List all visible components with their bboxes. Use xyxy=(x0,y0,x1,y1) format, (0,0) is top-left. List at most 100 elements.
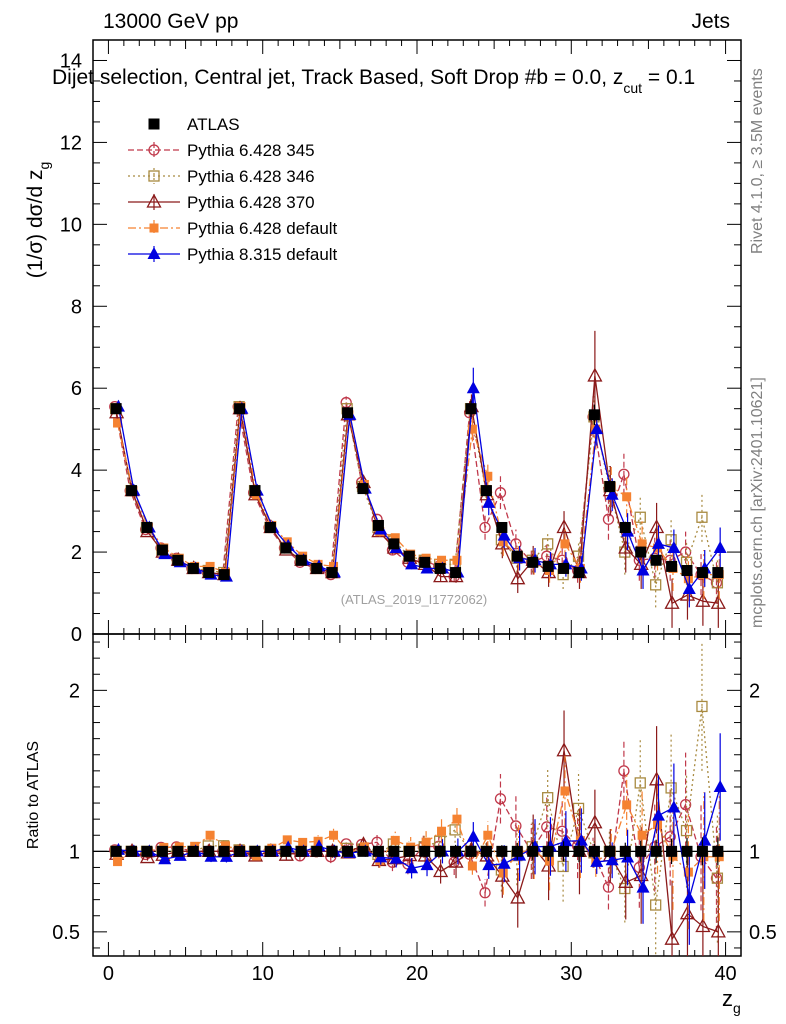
ratio-data-point xyxy=(559,834,573,847)
data-point xyxy=(696,511,708,523)
data-point xyxy=(496,521,508,533)
ratio-data-point xyxy=(113,857,123,867)
y-tick-label: 4 xyxy=(71,460,82,482)
ratio-data-point xyxy=(634,777,646,789)
ratio-plot-frame xyxy=(92,633,742,957)
data-point xyxy=(498,537,508,547)
ratio-data-point xyxy=(558,845,570,857)
data-point xyxy=(622,492,632,502)
data-point xyxy=(482,495,496,508)
ratio-data-point xyxy=(434,845,446,857)
series-ATLAS xyxy=(110,400,724,581)
y-axis-title-sub: g xyxy=(36,162,52,170)
ratio-data-point xyxy=(556,825,568,837)
data-point xyxy=(329,561,339,571)
ratio-data-point xyxy=(158,852,172,865)
data-point xyxy=(156,544,168,556)
ratio-y-tick-label: 0.5 xyxy=(52,922,80,944)
ratio-data-point xyxy=(713,779,727,792)
legend-marker xyxy=(148,118,160,130)
ratio-data-point xyxy=(541,821,553,833)
ratio-data-point xyxy=(560,786,570,796)
ratio-series-line xyxy=(117,788,720,875)
ratio-data-point xyxy=(467,861,477,871)
y-tick-label: 6 xyxy=(71,378,82,400)
ratio-data-point xyxy=(126,845,138,857)
ratio-data-point xyxy=(527,845,539,857)
ratio-data-point xyxy=(482,858,496,871)
data-point xyxy=(218,569,230,581)
series-line xyxy=(115,375,719,605)
ratio-data-point xyxy=(587,814,603,829)
data-point xyxy=(372,519,384,531)
data-point xyxy=(635,546,647,558)
data-point xyxy=(683,574,693,584)
x-axis-title-sub: g xyxy=(733,1000,741,1016)
data-point xyxy=(187,562,199,574)
series-line xyxy=(116,406,720,580)
data-point xyxy=(558,562,570,574)
data-point xyxy=(390,533,400,543)
ratio-data-point xyxy=(511,845,523,857)
ratio-data-point xyxy=(710,923,726,938)
x-axis-title-main: z xyxy=(722,986,733,1011)
data-point xyxy=(573,567,585,579)
data-point xyxy=(110,403,122,415)
data-point xyxy=(713,540,727,553)
ratio-data-point xyxy=(437,826,447,836)
ratio-data-point xyxy=(635,845,647,857)
ratio-series-pydef xyxy=(113,755,724,930)
data-point xyxy=(433,568,449,583)
data-point xyxy=(466,381,480,394)
ratio-data-point xyxy=(695,918,711,933)
data-point xyxy=(452,555,462,565)
ratio-data-point xyxy=(203,845,215,857)
legend-marker xyxy=(147,247,161,259)
legend-label: Pythia 8.315 default xyxy=(187,245,338,264)
plot-title-sub: cut xyxy=(623,80,642,96)
ratio-data-point xyxy=(680,824,693,837)
legend-marker xyxy=(149,223,159,233)
ratio-axis-title: Ratio to ATLAS xyxy=(25,741,42,849)
ratio-data-point xyxy=(545,856,555,866)
data-point xyxy=(172,554,184,566)
data-point xyxy=(637,539,647,549)
ratio-data-point xyxy=(421,837,431,847)
ratio-y-tick-label-right: 0.5 xyxy=(749,922,777,944)
data-point xyxy=(587,367,603,382)
ratio-data-point xyxy=(465,845,477,857)
data-point xyxy=(295,554,307,566)
watermark-label: (ATLAS_2019_I1772062) xyxy=(341,592,487,607)
ratio-data-point xyxy=(666,845,678,857)
ratio-data-point xyxy=(556,742,572,757)
x-tick-label: 0 xyxy=(103,963,114,985)
y-tick-label: 0 xyxy=(71,624,82,646)
data-point xyxy=(590,422,604,435)
ratio-data-point xyxy=(510,820,522,832)
legend-label: Pythia 6.428 370 xyxy=(187,193,315,212)
ratio-data-point xyxy=(711,872,724,884)
ratio-data-point xyxy=(590,854,604,867)
data-point xyxy=(602,513,615,525)
ratio-data-point xyxy=(618,765,630,777)
ratio-series-line xyxy=(116,750,719,942)
legend-label: ATLAS xyxy=(187,115,240,134)
data-point xyxy=(682,581,696,594)
ratio-data-point xyxy=(448,853,464,868)
series-py370 xyxy=(109,330,726,628)
data-point xyxy=(497,528,511,541)
data-point xyxy=(113,418,123,428)
ratio-data-point xyxy=(574,833,588,846)
mcplots-label: mcplots.cern.ch [arXiv:2401.10621] xyxy=(749,377,766,628)
data-point xyxy=(695,592,711,607)
legend-label: Pythia 6.428 default xyxy=(187,219,338,238)
y-axis-title: (1/σ) dσ/d zg xyxy=(24,162,52,279)
ratio-data-point xyxy=(557,860,569,873)
ratio-data-point xyxy=(357,845,369,857)
ratio-data-point xyxy=(496,845,508,857)
data-point xyxy=(465,403,477,415)
ratio-data-point xyxy=(681,845,693,857)
data-point xyxy=(205,561,215,571)
ratio-data-point xyxy=(389,851,403,864)
